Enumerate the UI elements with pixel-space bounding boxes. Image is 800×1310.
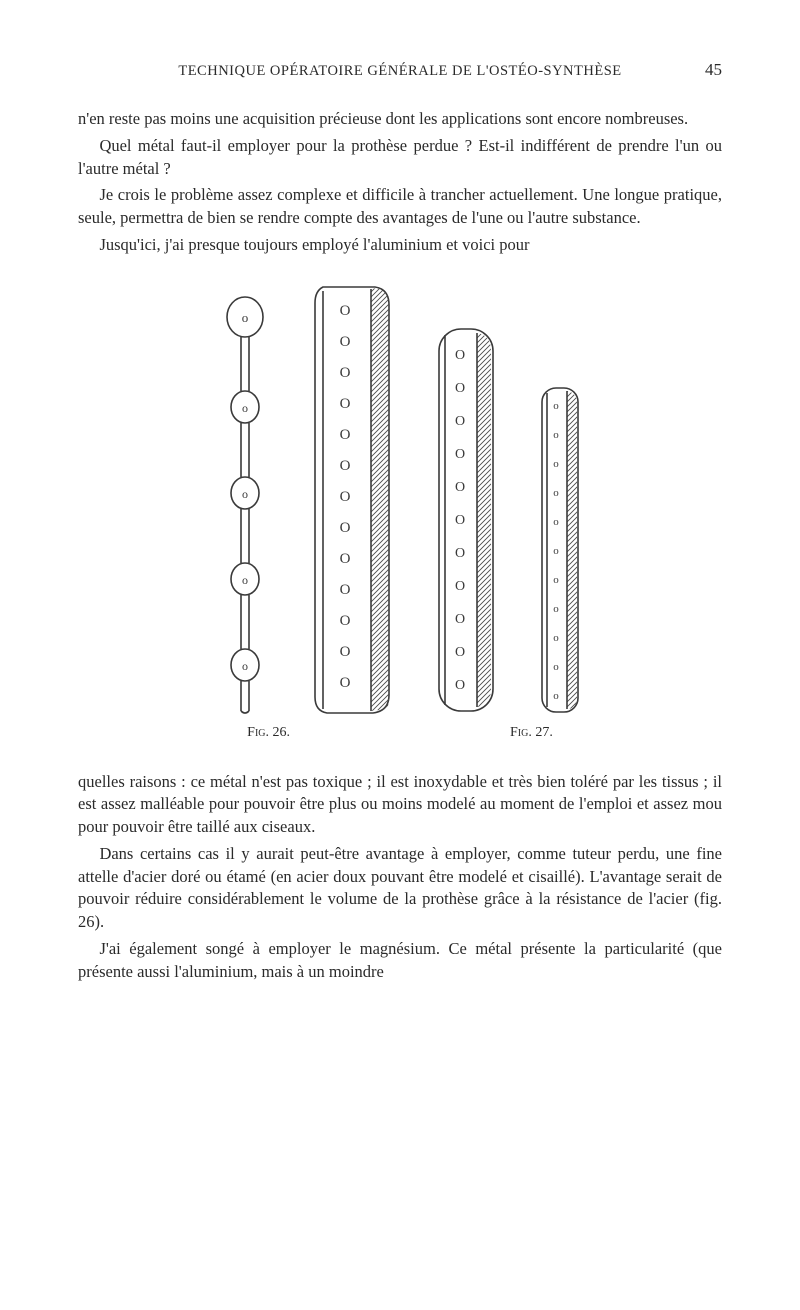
page-header: TECHNIQUE OPÉRATOIRE GÉNÉRALE DE L'OSTÉO…	[78, 60, 722, 80]
svg-text:O: O	[340, 613, 351, 629]
running-title: TECHNIQUE OPÉRATOIRE GÉNÉRALE DE L'OSTÉO…	[108, 63, 692, 80]
svg-text:o: o	[553, 661, 559, 673]
caption-fig27: Fig. 27.	[510, 725, 553, 741]
svg-text:o: o	[553, 487, 559, 499]
svg-text:o: o	[242, 659, 248, 673]
fig26-pin-diagram: o o o o o	[219, 295, 271, 715]
paragraph-7: J'ai également songé à employer le magné…	[78, 938, 722, 984]
svg-text:O: O	[340, 396, 351, 412]
svg-text:O: O	[340, 644, 351, 660]
paragraph-1: n'en reste pas moins une acquisition pré…	[78, 108, 722, 131]
figure-row: o o o o o	[78, 285, 722, 715]
svg-text:O: O	[340, 520, 351, 536]
svg-text:o: o	[242, 573, 248, 587]
svg-text:O: O	[340, 551, 351, 567]
svg-text:O: O	[455, 414, 465, 429]
svg-text:O: O	[455, 381, 465, 396]
svg-text:o: o	[553, 603, 559, 615]
caption-row: Fig. 26. Fig. 27.	[78, 725, 722, 741]
svg-text:O: O	[340, 303, 351, 319]
page-number: 45	[692, 60, 722, 80]
svg-text:o: o	[242, 487, 248, 501]
svg-text:O: O	[455, 645, 465, 660]
fig26-plate-diagram: O O O O O O O O O O O O O	[313, 285, 393, 715]
fig27-plate-a-diagram: O O O O O O O O O O O	[435, 325, 497, 715]
svg-text:o: o	[553, 545, 559, 557]
svg-text:o: o	[242, 401, 248, 415]
svg-text:O: O	[455, 447, 465, 462]
svg-text:O: O	[455, 579, 465, 594]
fig27-plate-b-diagram: o o o o o o o o o o o	[539, 385, 581, 715]
paragraph-3: Je crois le problème assez complexe et d…	[78, 184, 722, 230]
svg-text:O: O	[455, 480, 465, 495]
paragraph-6: Dans certains cas il y aurait peut-être …	[78, 843, 722, 934]
svg-text:O: O	[455, 612, 465, 627]
svg-text:O: O	[340, 427, 351, 443]
svg-text:o: o	[553, 458, 559, 470]
svg-text:O: O	[455, 348, 465, 363]
svg-text:o: o	[553, 632, 559, 644]
svg-text:O: O	[455, 546, 465, 561]
svg-text:o: o	[553, 429, 559, 441]
document-page: TECHNIQUE OPÉRATOIRE GÉNÉRALE DE L'OSTÉO…	[0, 0, 800, 1027]
svg-text:O: O	[340, 365, 351, 381]
svg-text:O: O	[455, 513, 465, 528]
svg-text:O: O	[340, 489, 351, 505]
svg-text:O: O	[340, 458, 351, 474]
caption-fig26: Fig. 26.	[247, 725, 290, 741]
paragraph-5: quelles raisons : ce métal n'est pas tox…	[78, 771, 722, 839]
svg-text:O: O	[340, 675, 351, 691]
svg-text:O: O	[455, 678, 465, 693]
paragraph-4: Jusqu'ici, j'ai presque toujours employé…	[78, 234, 722, 257]
svg-text:o: o	[553, 400, 559, 412]
svg-text:O: O	[340, 334, 351, 350]
svg-text:o: o	[553, 574, 559, 586]
svg-text:o: o	[242, 310, 249, 325]
svg-text:o: o	[553, 690, 559, 702]
svg-text:O: O	[340, 582, 351, 598]
svg-text:o: o	[553, 516, 559, 528]
paragraph-2: Quel métal faut-il employer pour la prot…	[78, 135, 722, 181]
